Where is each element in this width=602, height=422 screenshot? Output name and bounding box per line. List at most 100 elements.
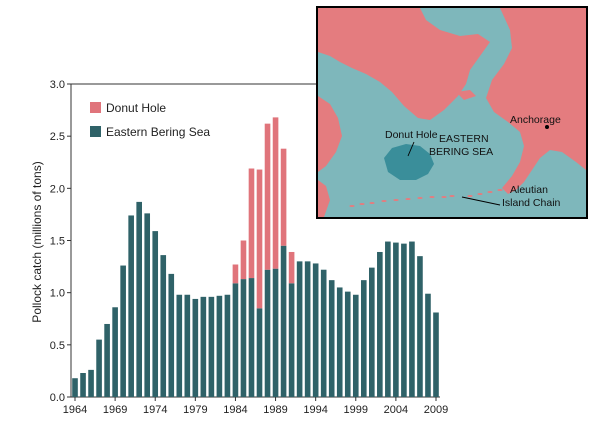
y-axis-title: Pollock catch (millions of tons) [30,161,44,322]
map-aleutian-island [417,197,423,199]
x-tick-label: 1979 [183,404,207,416]
bar-eastern-bering-sea-2001 [369,267,375,397]
bar-donut-hole-1984 [232,264,239,284]
legend-label-donut-hole: Donut Hole [106,101,166,115]
x-tick-label: 1989 [263,404,287,416]
bar-eastern-bering-sea-2000 [360,280,367,397]
legend-label-eastern-bering-sea: Eastern Bering Sea [106,125,210,139]
bar-eastern-bering-sea-1971 [128,215,134,397]
map-anchorage-marker [545,125,549,129]
map-label-donut-hole: Donut Hole [385,129,438,141]
map-aleutian-island [369,202,375,204]
map-aleutian-island [429,196,435,198]
x-tick-label: 1999 [344,404,368,416]
map-aleutian-island [487,191,493,193]
bar-eastern-bering-sea-1979 [192,298,199,397]
bar-eastern-bering-sea-1973 [144,213,151,397]
bar-eastern-bering-sea-1989 [272,268,279,397]
bar-eastern-bering-sea-1964 [72,378,78,397]
bar-eastern-bering-sea-1982 [216,295,223,397]
bar-eastern-bering-sea-1992 [296,261,303,397]
bar-eastern-bering-sea-1977 [176,294,183,397]
map-land-alaska [486,8,586,194]
bar-eastern-bering-sea-1994 [312,263,319,397]
x-tick-label: 1974 [143,404,167,416]
bar-eastern-bering-sea-1986 [248,278,255,397]
bar-donut-hole-1985 [240,240,247,280]
bar-eastern-bering-sea-1983 [224,294,231,397]
chart-axes: 0.0 0.5 1.0 1.5 2.0 2.5 3.0 1964 1969 1974 1979 198… [50,79,449,416]
map-land-kamchatka [318,180,330,217]
bar-donut-hole-1990 [280,148,287,246]
map-aleutian-island [393,199,399,201]
bar-eastern-bering-sea-2007 [417,256,423,397]
bar-eastern-bering-sea-1972 [136,201,142,397]
map-label-eastern: EASTERN [439,133,489,145]
bar-eastern-bering-sea-1996 [328,280,335,397]
bar-eastern-bering-sea-1975 [160,255,167,397]
chart-bars [72,117,439,397]
map-label-island-chain: Island Chain [502,197,561,209]
bar-eastern-bering-sea-2009 [433,312,439,397]
map-aleutian-island [497,189,503,191]
bar-eastern-bering-sea-1980 [200,296,207,397]
bar-eastern-bering-sea-1993 [304,261,311,397]
map-donut-hole-region [384,144,434,180]
bar-eastern-bering-sea-1999 [352,294,359,397]
map-label-aleutian: Aleutian [510,184,548,196]
bar-eastern-bering-sea-2002 [377,251,383,397]
map-aleutian-island [405,198,411,200]
chart-legend: Donut Hole Eastern Bering Sea [90,101,210,139]
map-aleutian-island [441,196,447,198]
bar-eastern-bering-sea-1985 [240,279,247,397]
bar-eastern-bering-sea-2003 [385,241,391,397]
y-tick-label: 2.5 [50,131,65,143]
y-tick-label: 2.0 [50,183,65,195]
map-aleutian-island [359,203,365,205]
bar-eastern-bering-sea-1981 [208,296,215,397]
map-land-russia [318,8,490,120]
bar-eastern-bering-sea-1984 [232,283,239,397]
bar-eastern-bering-sea-2005 [401,243,407,397]
bar-eastern-bering-sea-1965 [80,373,86,397]
bar-eastern-bering-sea-1967 [96,339,102,397]
bar-donut-hole-1991 [288,251,295,284]
bar-eastern-bering-sea-1995 [320,269,327,397]
bar-donut-hole-1989 [272,117,279,269]
map-donut-hole-pointer [407,141,415,157]
map-land-siberia-south [318,96,342,172]
map-aleutian-pointer [461,196,501,206]
bar-eastern-bering-sea-1991 [288,283,295,397]
bar-eastern-bering-sea-2006 [409,241,415,397]
y-tick-label: 0.0 [50,392,65,404]
map-aleutian-island [381,200,387,202]
map-aleutian-islands [349,189,503,207]
x-tick-label: 2009 [424,404,448,416]
bar-eastern-bering-sea-1968 [104,323,110,397]
legend-swatch-donut-hole [90,102,101,113]
bar-eastern-bering-sea-1987 [256,308,263,397]
bar-eastern-bering-sea-1974 [152,231,159,397]
x-tick-label: 1964 [63,404,87,416]
x-tick-label: 1994 [303,404,327,416]
bar-eastern-bering-sea-1990 [280,245,287,397]
map-island-st-lawrence [456,90,476,100]
bering-sea-map: Anchorage Donut Hole EASTERN BERING SEA … [316,6,588,219]
map-label-bering-sea: BERING SEA [429,146,493,158]
bar-eastern-bering-sea-1969 [112,307,118,397]
bar-eastern-bering-sea-2004 [393,242,399,397]
bar-eastern-bering-sea-1966 [88,369,94,397]
bar-donut-hole-1988 [264,123,271,270]
bar-donut-hole-1986 [248,168,255,279]
bar-eastern-bering-sea-1997 [336,287,343,397]
bar-eastern-bering-sea-1970 [120,265,126,397]
bar-eastern-bering-sea-1976 [168,273,175,397]
legend-swatch-eastern-bering-sea [90,126,101,137]
y-tick-label: 3.0 [50,79,65,91]
map-aleutian-island [449,195,455,197]
y-tick-label: 1.0 [50,288,65,300]
bar-eastern-bering-sea-1978 [184,294,191,397]
x-tick-label: 1984 [223,404,247,416]
x-tick-label: 1969 [103,404,127,416]
